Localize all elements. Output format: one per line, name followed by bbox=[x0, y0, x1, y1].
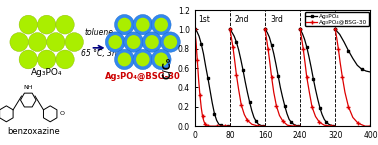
Ag₃PO₄@BSG-30 bbox=[214, 125, 219, 127]
Ag₃PO₄@BSG-30 bbox=[196, 79, 201, 81]
Ag₃PO₄ bbox=[225, 125, 230, 127]
Ag₃PO₄ bbox=[214, 119, 219, 121]
Ag₃PO₄@BSG-30 bbox=[194, 40, 198, 42]
Text: Ag₃PO₄@BSG-30: Ag₃PO₄@BSG-30 bbox=[105, 72, 181, 81]
Text: NH: NH bbox=[23, 85, 33, 90]
Circle shape bbox=[56, 50, 74, 69]
Ag₃PO₄ bbox=[228, 125, 232, 127]
Text: 5th: 5th bbox=[341, 15, 354, 24]
Ag₃PO₄@BSG-30 bbox=[199, 107, 203, 109]
Circle shape bbox=[164, 35, 177, 49]
Ag₃PO₄ bbox=[206, 77, 210, 79]
Ag₃PO₄ bbox=[208, 89, 212, 91]
Circle shape bbox=[161, 32, 180, 52]
Circle shape bbox=[133, 49, 153, 70]
Circle shape bbox=[19, 15, 37, 34]
Circle shape bbox=[105, 32, 125, 52]
Ag₃PO₄ bbox=[197, 35, 201, 37]
Text: 1st: 1st bbox=[198, 15, 210, 24]
Text: O: O bbox=[59, 111, 64, 116]
Ag₃PO₄ bbox=[199, 43, 203, 45]
Circle shape bbox=[133, 14, 153, 35]
Circle shape bbox=[154, 52, 168, 66]
Circle shape bbox=[115, 14, 134, 35]
Ag₃PO₄ bbox=[223, 125, 228, 127]
Circle shape bbox=[154, 18, 168, 32]
Ag₃PO₄@BSG-30 bbox=[195, 60, 200, 61]
Ag₃PO₄@BSG-30 bbox=[210, 125, 215, 127]
Text: 4th: 4th bbox=[305, 15, 318, 24]
Circle shape bbox=[115, 49, 134, 70]
Ag₃PO₄ bbox=[203, 65, 208, 67]
Legend: Ag₃PO₄, Ag₃PO₄@BSG-30: Ag₃PO₄, Ag₃PO₄@BSG-30 bbox=[305, 12, 369, 26]
Circle shape bbox=[151, 14, 171, 35]
Ag₃PO₄ bbox=[219, 124, 223, 126]
Circle shape bbox=[28, 33, 46, 51]
Ag₃PO₄ bbox=[221, 125, 226, 127]
Circle shape bbox=[151, 49, 171, 70]
Ag₃PO₄ bbox=[192, 29, 197, 30]
Ag₃PO₄@BSG-30 bbox=[219, 125, 223, 127]
Ag₃PO₄@BSG-30 bbox=[201, 120, 206, 122]
Circle shape bbox=[19, 50, 37, 69]
Circle shape bbox=[37, 50, 56, 69]
Circle shape bbox=[118, 52, 131, 66]
Circle shape bbox=[127, 35, 140, 49]
Circle shape bbox=[136, 52, 150, 66]
Circle shape bbox=[108, 35, 122, 49]
Ag₃PO₄@BSG-30 bbox=[192, 29, 197, 30]
Text: 65 °C, 3h: 65 °C, 3h bbox=[81, 49, 117, 58]
Text: 2nd: 2nd bbox=[235, 15, 249, 24]
Circle shape bbox=[65, 33, 84, 51]
Circle shape bbox=[10, 33, 28, 51]
Text: toluene: toluene bbox=[84, 28, 113, 37]
Ag₃PO₄@BSG-30 bbox=[228, 125, 232, 127]
Ag₃PO₄ bbox=[212, 113, 217, 114]
Circle shape bbox=[142, 32, 162, 52]
Y-axis label: C/C₀: C/C₀ bbox=[162, 57, 172, 79]
Ag₃PO₄ bbox=[195, 31, 199, 32]
Circle shape bbox=[37, 15, 56, 34]
Ag₃PO₄@BSG-30 bbox=[204, 124, 209, 126]
Circle shape bbox=[56, 15, 74, 34]
Circle shape bbox=[136, 18, 150, 32]
Ag₃PO₄ bbox=[201, 53, 206, 55]
Circle shape bbox=[124, 32, 144, 52]
Ag₃PO₄ bbox=[217, 123, 221, 125]
Circle shape bbox=[46, 33, 65, 51]
Ag₃PO₄@BSG-30 bbox=[206, 125, 210, 127]
Text: Ag₃PO₄: Ag₃PO₄ bbox=[31, 68, 62, 77]
Ag₃PO₄ bbox=[210, 102, 215, 104]
Ag₃PO₄@BSG-30 bbox=[203, 123, 208, 125]
Line: Ag₃PO₄: Ag₃PO₄ bbox=[194, 28, 231, 127]
Text: 3rd: 3rd bbox=[271, 15, 284, 24]
Circle shape bbox=[145, 35, 159, 49]
Line: Ag₃PO₄@BSG-30: Ag₃PO₄@BSG-30 bbox=[193, 28, 232, 128]
Ag₃PO₄@BSG-30 bbox=[200, 116, 205, 117]
Ag₃PO₄@BSG-30 bbox=[223, 125, 228, 127]
Text: benzoxazine: benzoxazine bbox=[8, 127, 60, 136]
Circle shape bbox=[118, 18, 131, 32]
Ag₃PO₄@BSG-30 bbox=[198, 94, 202, 96]
